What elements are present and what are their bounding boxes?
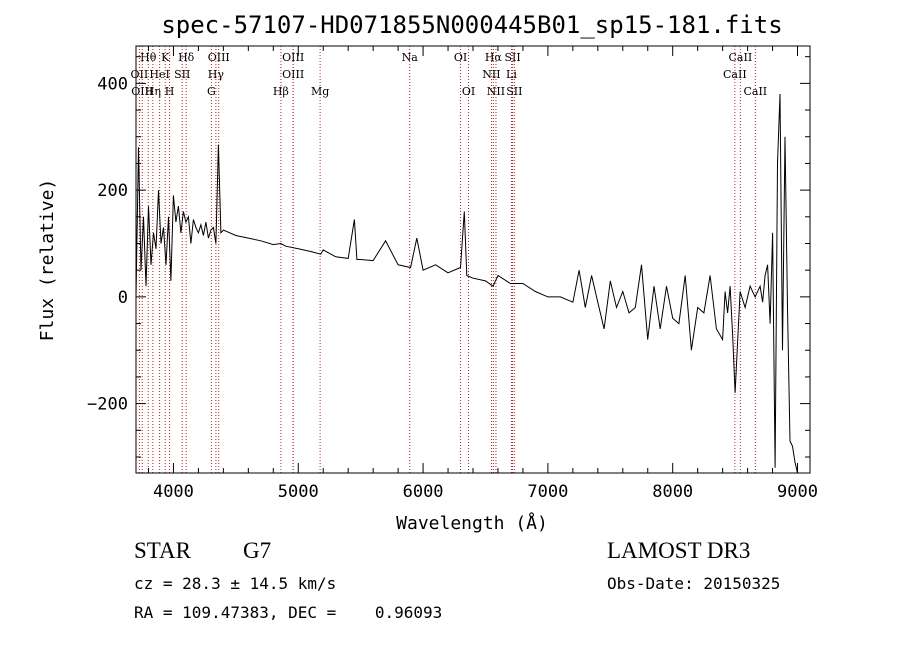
survey-name: LAMOST DR3 — [607, 538, 751, 563]
line-marker-label: Hγ — [208, 68, 225, 81]
line-marker-label: NII — [487, 85, 505, 98]
x-tick-label: 7000 — [527, 482, 568, 502]
line-marker-label: SII — [504, 51, 520, 64]
line-marker-label: Hα — [485, 51, 503, 64]
line-marker-label: CaII — [729, 51, 753, 64]
line-marker-label: OIII — [208, 51, 230, 64]
y-axis: −200 0 200 400 — [87, 56, 810, 458]
line-marker-label: SII — [506, 85, 522, 98]
redshift-cz: cz = 28.3 ± 14.5 km/s — [134, 574, 337, 593]
spectrum-series — [135, 93, 798, 474]
line-marker-label: Mg — [311, 85, 329, 98]
line-marker-label: Hβ — [273, 85, 289, 98]
x-axis: 4000 5000 6000 7000 8000 9000 — [147, 46, 818, 502]
x-axis-label: Wavelength (Å) — [396, 512, 548, 534]
x-tick-label: 9000 — [777, 482, 818, 502]
line-marker-label: CaII — [743, 85, 767, 98]
line-marker-label: Na — [402, 51, 419, 64]
line-marker-label: HeI — [149, 68, 169, 81]
plot-frame — [135, 45, 811, 474]
line-marker-label: SII — [174, 68, 190, 81]
x-tick-label: 6000 — [403, 482, 444, 502]
y-tick-label: 0 — [118, 288, 128, 308]
coordinates: RA = 109.47383, DEC = 0.96093 — [134, 603, 443, 622]
line-marker-label: OIII — [131, 85, 153, 98]
object-type: STAR — [134, 538, 191, 563]
y-axis-label: Flux (relative) — [37, 179, 58, 342]
line-marker-label: OII — [131, 68, 149, 81]
line-marker-label: Hδ — [178, 51, 195, 64]
line-marker-label: OIII — [282, 68, 304, 81]
x-tick-label: 8000 — [652, 482, 693, 502]
line-marker-label: Li — [506, 68, 517, 81]
line-marker-label: K — [161, 51, 170, 64]
x-tick-label: 4000 — [153, 482, 194, 502]
line-marker-label: Hη — [145, 85, 161, 98]
line-marker-label: Hθ — [140, 51, 157, 64]
line-marker-label: G — [207, 85, 216, 98]
y-tick-label: 200 — [97, 181, 128, 201]
series-line — [135, 93, 798, 474]
line-marker-label: NII — [482, 68, 500, 81]
line-marker-label: H — [165, 85, 175, 98]
line-marker-label: CaII — [723, 68, 747, 81]
line-marker-label: OI — [462, 85, 475, 98]
spectral-subclass: G7 — [243, 538, 272, 563]
chart-title: spec-57107-HD071855N000445B01_sp15-181.f… — [161, 11, 782, 39]
observation-date: Obs-Date: 20150325 — [607, 574, 781, 593]
line-marker-label: OI — [454, 51, 467, 64]
y-tick-label: −200 — [87, 395, 128, 415]
x-tick-label: 5000 — [278, 482, 319, 502]
y-tick-label: 400 — [97, 74, 128, 94]
